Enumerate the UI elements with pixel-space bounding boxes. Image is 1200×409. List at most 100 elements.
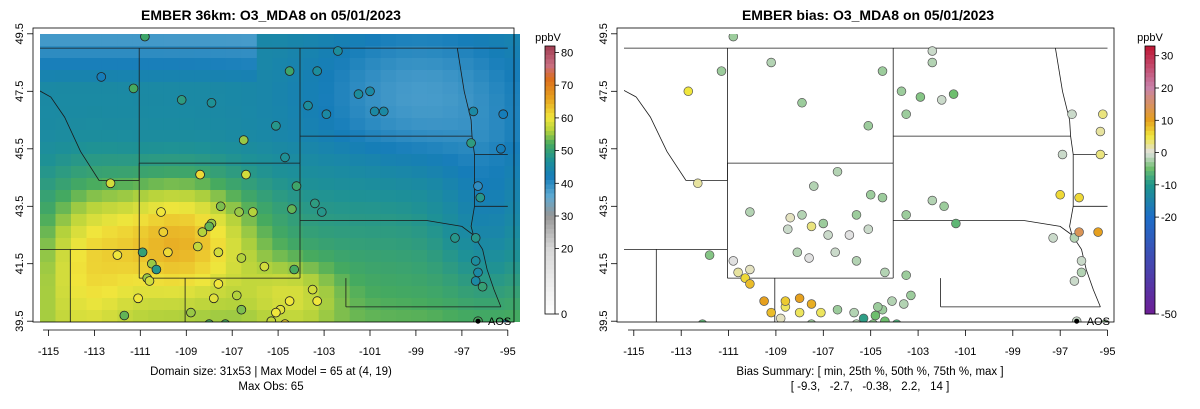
bias-site [1057, 149, 1068, 160]
colorbar-segment [1145, 162, 1155, 167]
heatmap-cell [117, 94, 134, 107]
heatmap-cell [396, 82, 413, 95]
heatmap-cell [504, 58, 520, 71]
heatmap-cell [86, 178, 103, 191]
bias-site [1067, 109, 1077, 119]
heatmap-cell [101, 70, 118, 83]
heatmap-cell [473, 46, 490, 59]
obs-site [266, 316, 277, 322]
obs-site [477, 281, 488, 292]
heatmap-cell [318, 34, 335, 47]
obs-site [312, 66, 323, 76]
domain-summary: Domain size: 31x53 | Max Model = 65 at (… [150, 366, 392, 378]
heatmap-cell [256, 58, 273, 71]
colorbar-tick-label: 20 [1161, 83, 1173, 95]
bias-site [804, 253, 814, 263]
heatmap-cell [225, 262, 242, 275]
bias-site [852, 319, 861, 322]
heatmap-cell [318, 262, 335, 275]
heatmap-cell [179, 274, 196, 287]
heatmap-cell [55, 238, 72, 251]
heatmap-cell [411, 202, 428, 215]
heatmap-cell [256, 130, 273, 143]
heatmap-cell [334, 34, 351, 47]
heatmap-cell [210, 262, 227, 275]
heatmap-cell [272, 46, 289, 59]
heatmap-cell [225, 226, 242, 239]
heatmap-cell [442, 286, 459, 299]
bias-site [745, 207, 755, 217]
heatmap-cell [303, 166, 320, 179]
heatmap-cell [117, 214, 134, 227]
x-tick-label: -95 [1100, 346, 1116, 358]
heatmap-cell [380, 262, 397, 275]
heatmap-cell [71, 118, 88, 131]
heatmap-cell [411, 298, 428, 311]
heatmap-cell [365, 34, 382, 47]
heatmap-cell [40, 202, 57, 215]
obs-site [213, 279, 224, 289]
heatmap-cell [194, 298, 211, 311]
bias-site [1074, 192, 1084, 203]
heatmap-cell [272, 226, 289, 239]
colorbar-segment [1145, 157, 1155, 163]
heatmap-cell [365, 250, 382, 263]
heatmap-cell [163, 190, 180, 203]
heatmap-cell [272, 58, 289, 71]
heatmap-cell [132, 262, 149, 275]
heatmap-cell [210, 310, 227, 322]
obs-site [128, 83, 139, 94]
colorbar-segment [545, 171, 555, 176]
heatmap-cell [504, 274, 520, 287]
obs-site [186, 307, 196, 318]
heatmap-cell [148, 94, 165, 107]
colorbar-tick-label: 20 [561, 244, 573, 256]
heatmap-cell [132, 310, 149, 322]
heatmap-cell [179, 286, 196, 299]
heatmap-cell [303, 310, 320, 322]
heatmap-cell [241, 106, 258, 119]
heatmap-cell [334, 178, 351, 191]
heatmap-cell [411, 310, 428, 322]
heatmap-cell [411, 82, 428, 95]
heatmap-cell [427, 70, 444, 83]
heatmap-cell [380, 118, 397, 131]
heatmap-cell [86, 94, 103, 107]
heatmap-cell [349, 118, 366, 131]
heatmap-cell [55, 262, 72, 275]
heatmap-cell [380, 94, 397, 107]
bias-site [1100, 319, 1110, 322]
bias-site [927, 46, 938, 56]
heatmap-cell [132, 226, 149, 239]
heatmap-cell [241, 142, 258, 155]
heatmap-cell [396, 190, 413, 203]
heatmap-cell [101, 274, 118, 287]
heatmap-cell [458, 226, 475, 239]
colorbar-segment [1145, 104, 1155, 109]
heatmap-cell [272, 34, 289, 47]
y-axis: 49.5 47.5 45.5 43.5 41.5 39.5 [598, 23, 617, 332]
colorbar-segment [1145, 72, 1155, 78]
colorbar-segment [545, 95, 555, 100]
heatmap-cell [179, 118, 196, 131]
colorbar-segment [545, 273, 555, 279]
colorbar-segment [1145, 68, 1155, 74]
heatmap-cell [86, 154, 103, 167]
heatmap-cell [179, 58, 196, 71]
bias-site [880, 267, 890, 278]
obs-site [156, 207, 166, 217]
colorbar-segment [1145, 184, 1155, 190]
colorbar-segment [1145, 175, 1155, 181]
obs-site [234, 207, 244, 217]
y-tick-label: 45.5 [14, 138, 26, 159]
state-borders [40, 47, 508, 322]
bias-map-panel: EMBER bias: O3_MDA8 on 05/01/2023 AOS -1… [598, 7, 1177, 393]
heatmap-cell [442, 202, 459, 215]
bias-site [785, 212, 795, 223]
heatmap-cell [458, 70, 475, 83]
heatmap-cell [411, 286, 428, 299]
heatmap-cell [365, 70, 382, 83]
heatmap-cell [427, 238, 444, 251]
